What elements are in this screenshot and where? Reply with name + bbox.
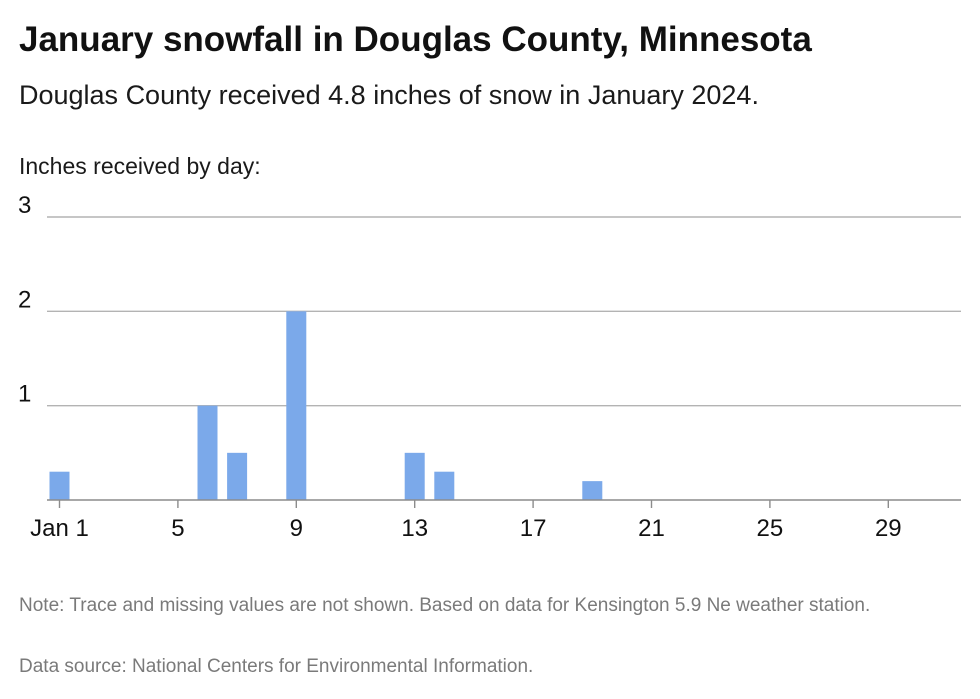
chart-subtitle: Douglas County received 4.8 inches of sn… (19, 80, 759, 110)
chart-note: Note: Trace and missing values are not s… (19, 595, 871, 616)
bar (434, 471, 455, 500)
y-tick-label: 3 (18, 192, 31, 219)
bars (49, 311, 603, 500)
bar (404, 452, 425, 500)
bar (197, 405, 218, 500)
x-tick-label: 25 (757, 515, 784, 542)
bar (227, 452, 248, 500)
y-tick-label: 2 (18, 286, 31, 313)
x-tick-label: Jan 1 (30, 515, 89, 542)
gridlines (47, 216, 961, 407)
x-tick-label: 5 (171, 515, 184, 542)
y-axis-label: Inches received by day: (19, 153, 261, 179)
x-tick-label: 13 (401, 515, 428, 542)
x-tick-label: 21 (638, 515, 665, 542)
chart-title: January snowfall in Douglas County, Minn… (19, 20, 812, 59)
x-tick-label: 9 (290, 515, 303, 542)
x-tick-label: 17 (520, 515, 547, 542)
bar (286, 311, 307, 500)
bar (49, 471, 70, 500)
data-source: Data source: National Centers for Enviro… (19, 656, 534, 677)
y-tick-label: 1 (18, 381, 31, 408)
x-tick-label: 29 (875, 515, 902, 542)
bar (582, 481, 603, 500)
